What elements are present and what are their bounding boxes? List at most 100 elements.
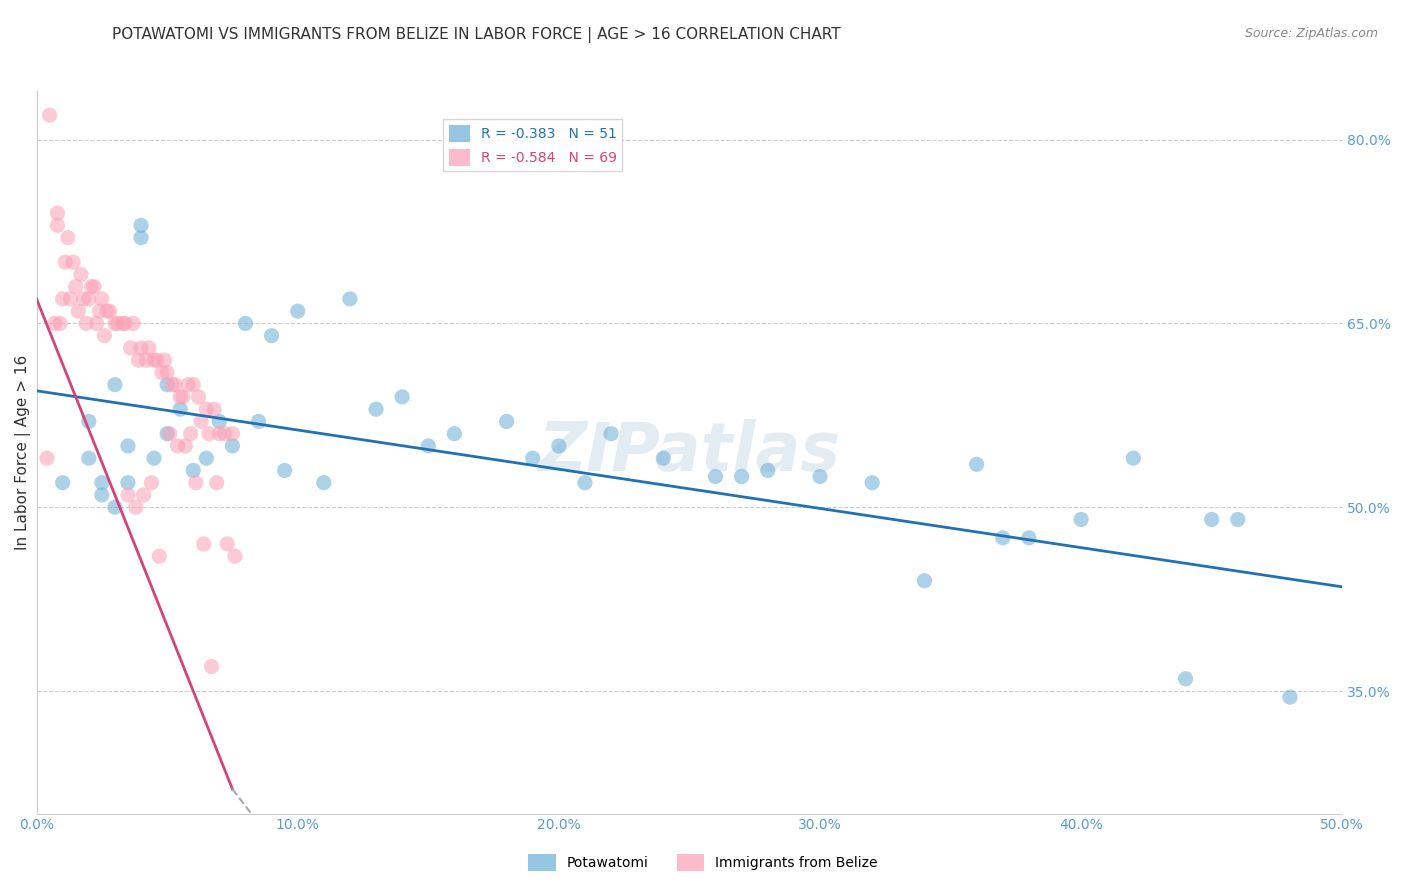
Point	[83, 279, 105, 293]
Point	[221, 426, 243, 441]
Point	[132, 488, 155, 502]
Point	[145, 353, 167, 368]
Point	[391, 390, 413, 404]
Y-axis label: In Labor Force | Age > 16: In Labor Force | Age > 16	[15, 354, 31, 549]
Point	[214, 426, 236, 441]
Point	[169, 390, 191, 404]
Point	[107, 317, 129, 331]
Point	[153, 353, 176, 368]
Point	[600, 426, 623, 441]
Legend: Potawatomi, Immigrants from Belize: Potawatomi, Immigrants from Belize	[523, 848, 883, 876]
Point	[756, 463, 779, 477]
Point	[1226, 512, 1249, 526]
Point	[177, 377, 200, 392]
Point	[1201, 512, 1223, 526]
Point	[77, 414, 100, 428]
Point	[224, 549, 246, 564]
Point	[522, 451, 544, 466]
Point	[104, 377, 127, 392]
Point	[202, 402, 225, 417]
Point	[574, 475, 596, 490]
Point	[114, 317, 136, 331]
Point	[49, 317, 72, 331]
Point	[159, 426, 181, 441]
Point	[148, 549, 170, 564]
Point	[200, 659, 222, 673]
Point	[217, 537, 239, 551]
Point	[38, 108, 60, 122]
Point	[1122, 451, 1144, 466]
Point	[46, 206, 69, 220]
Point	[129, 341, 152, 355]
Point	[1174, 672, 1197, 686]
Point	[260, 328, 283, 343]
Point	[143, 353, 166, 368]
Point	[169, 402, 191, 417]
Point	[991, 531, 1014, 545]
Point	[193, 537, 215, 551]
Point	[93, 328, 115, 343]
Point	[77, 451, 100, 466]
Point	[35, 451, 58, 466]
Point	[172, 390, 194, 404]
Point	[138, 341, 160, 355]
Point	[90, 292, 112, 306]
Point	[156, 366, 179, 380]
Point	[96, 304, 118, 318]
Point	[127, 353, 149, 368]
Point	[205, 475, 228, 490]
Point	[1018, 531, 1040, 545]
Point	[247, 414, 270, 428]
Point	[808, 469, 831, 483]
Point	[52, 292, 75, 306]
Point	[181, 463, 204, 477]
Point	[156, 426, 179, 441]
Point	[120, 341, 142, 355]
Text: POTAWATOMI VS IMMIGRANTS FROM BELIZE IN LABOR FORCE | AGE > 16 CORRELATION CHART: POTAWATOMI VS IMMIGRANTS FROM BELIZE IN …	[112, 27, 841, 43]
Point	[166, 439, 188, 453]
Point	[221, 439, 243, 453]
Point	[90, 475, 112, 490]
Point	[1279, 690, 1302, 705]
Point	[180, 426, 202, 441]
Point	[312, 475, 335, 490]
Point	[418, 439, 440, 453]
Point	[52, 475, 75, 490]
Point	[339, 292, 361, 306]
Point	[443, 426, 465, 441]
Point	[80, 279, 103, 293]
Point	[208, 414, 231, 428]
Point	[53, 255, 76, 269]
Point	[86, 317, 108, 331]
Point	[174, 439, 197, 453]
Point	[704, 469, 727, 483]
Point	[46, 219, 69, 233]
Point	[652, 451, 675, 466]
Point	[163, 377, 186, 392]
Point	[730, 469, 752, 483]
Point	[273, 463, 295, 477]
Point	[860, 475, 883, 490]
Point	[143, 451, 166, 466]
Point	[966, 458, 988, 472]
Point	[72, 292, 94, 306]
Point	[150, 366, 173, 380]
Point	[70, 268, 93, 282]
Point	[90, 488, 112, 502]
Point	[129, 219, 152, 233]
Point	[65, 279, 87, 293]
Point	[184, 475, 207, 490]
Point	[198, 426, 221, 441]
Point	[162, 377, 184, 392]
Point	[156, 377, 179, 392]
Point	[98, 304, 121, 318]
Point	[67, 304, 90, 318]
Point	[111, 317, 134, 331]
Point	[1070, 512, 1092, 526]
Point	[208, 426, 231, 441]
Point	[117, 488, 139, 502]
Point	[135, 353, 157, 368]
Point	[190, 414, 212, 428]
Point	[287, 304, 309, 318]
Point	[187, 390, 209, 404]
